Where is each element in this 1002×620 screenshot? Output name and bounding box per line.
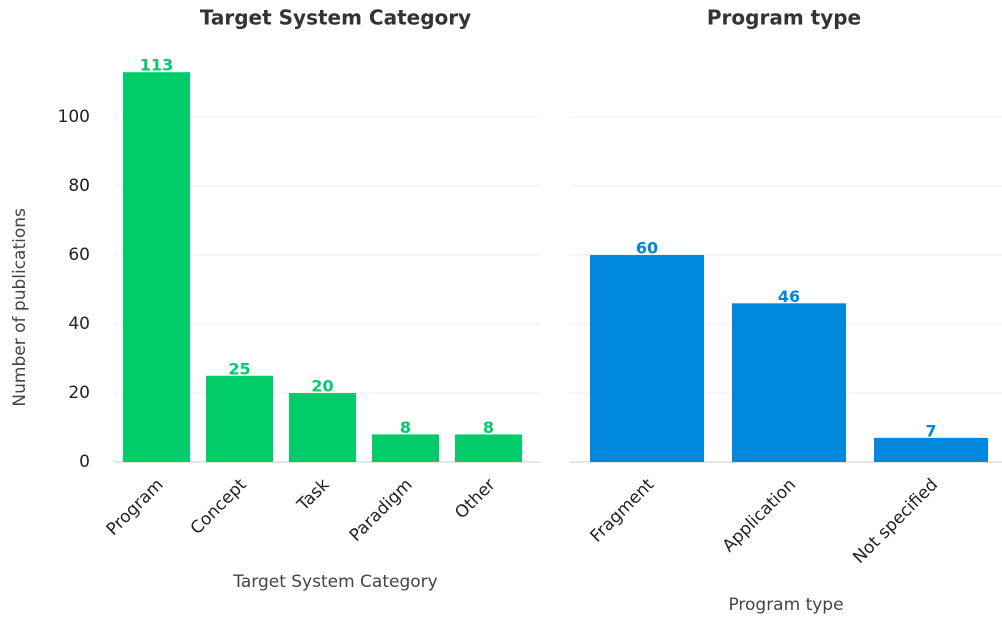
x-tick-label: Other (451, 475, 499, 523)
value-label: 8 (400, 418, 411, 437)
value-label: 20 (311, 377, 333, 396)
x-tick-label: Program (103, 475, 168, 540)
bar (590, 255, 704, 462)
bar (123, 72, 190, 462)
chart-title: Target System Category (200, 6, 471, 30)
bar (372, 434, 439, 462)
value-label: 25 (228, 359, 250, 378)
bar (455, 434, 522, 462)
bar (874, 437, 988, 462)
chart-title: Program type (707, 6, 861, 30)
x-tick-label: Fragment (587, 475, 659, 547)
bar (732, 303, 846, 462)
y-tick-label: 40 (68, 314, 90, 334)
value-label: 113 (140, 56, 173, 75)
value-label: 46 (778, 287, 800, 306)
y-tick-label: 60 (68, 245, 90, 265)
value-label: 8 (483, 418, 494, 437)
y-tick-label: 80 (68, 176, 90, 196)
x-tick-label: Not specified (849, 475, 942, 568)
x-axis-label: Target System Category (232, 572, 437, 592)
x-tick-label: Concept (187, 475, 251, 539)
x-tick-label: Paradigm (346, 475, 417, 546)
x-tick-label: Task (293, 475, 334, 516)
bar (206, 375, 273, 462)
x-tick-label: Application (719, 475, 800, 556)
bar (289, 393, 356, 462)
y-tick-label: 20 (68, 383, 90, 403)
value-label: 7 (925, 421, 936, 440)
x-axis-label: Program type (728, 595, 843, 615)
value-label: 60 (636, 239, 658, 258)
y-tick-label: 0 (79, 452, 90, 472)
y-tick-label: 100 (58, 107, 90, 127)
y-axis-label: Number of publications (10, 208, 30, 407)
